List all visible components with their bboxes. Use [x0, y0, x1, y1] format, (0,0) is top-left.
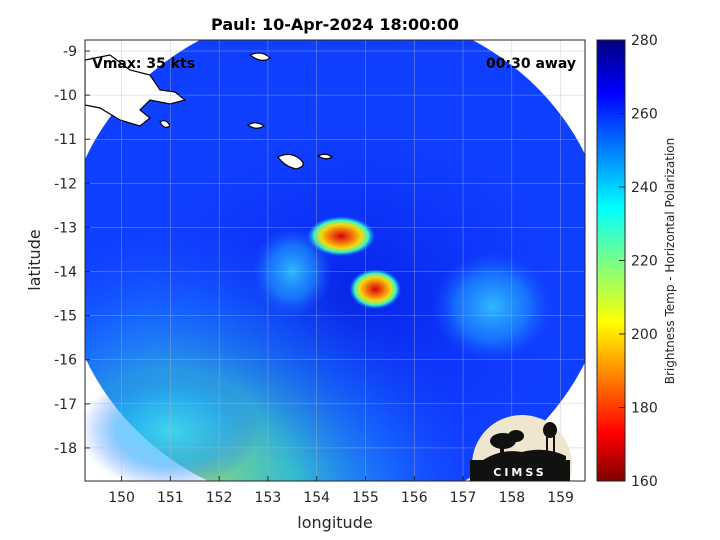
x-tick-label: 156	[401, 490, 428, 506]
y-tick-label: -15	[54, 309, 77, 325]
coastline	[246, 122, 266, 129]
y-tick-label: -16	[54, 353, 77, 369]
colorbar-tick-label: 240	[631, 180, 658, 196]
cold-feature	[85, 370, 261, 481]
y-axis-title: latitude	[25, 229, 44, 290]
colorbar-tick-label: 160	[631, 474, 658, 490]
cold-feature	[432, 251, 553, 362]
chart-title: Paul: 10-Apr-2024 18:00:00	[211, 15, 459, 34]
x-tick-label: 154	[303, 490, 330, 506]
colorbar-tick-label: 280	[631, 33, 658, 49]
y-tick-label: -13	[54, 220, 77, 236]
y-tick-label: -14	[54, 265, 77, 281]
y-tick-label: -18	[54, 441, 77, 457]
coastline	[159, 120, 171, 128]
x-tick-label: 159	[547, 490, 574, 506]
cimss-logo: CIMSS	[470, 415, 572, 481]
coastline	[277, 153, 304, 170]
cold-feature	[349, 269, 402, 310]
x-tick-label: 157	[450, 490, 477, 506]
coastline	[248, 52, 271, 61]
y-tick-label: -12	[54, 176, 77, 192]
x-tick-label: 152	[206, 490, 233, 506]
x-tick-label: 150	[108, 490, 135, 506]
y-tick-label: -9	[63, 44, 77, 60]
colorbar-title: Brightness Temp - Horizontal Polarizatio…	[663, 138, 677, 385]
time-away-annotation: 00:30 away	[486, 56, 576, 72]
svg-text:CIMSS: CIMSS	[493, 466, 546, 479]
coastline	[85, 54, 187, 127]
colorbar-tick-label: 180	[631, 401, 658, 417]
x-tick-label: 158	[498, 490, 525, 506]
colorbar-tick-label: 220	[631, 254, 658, 270]
vmax-annotation: Vmax: 35 kts	[92, 56, 195, 72]
x-axis-title: longitude	[297, 513, 372, 532]
y-tick-label: -17	[54, 397, 77, 413]
axes-frame	[84, 39, 586, 482]
y-tick-label: -10	[54, 88, 77, 104]
y-tick-label: -11	[54, 132, 77, 148]
coastline	[316, 153, 334, 160]
colorbar-tick-label: 260	[631, 107, 658, 123]
x-tick-label: 155	[352, 490, 379, 506]
colorbar-tick-label: 200	[631, 327, 658, 343]
x-tick-label: 153	[255, 490, 282, 506]
x-tick-label: 151	[157, 490, 184, 506]
